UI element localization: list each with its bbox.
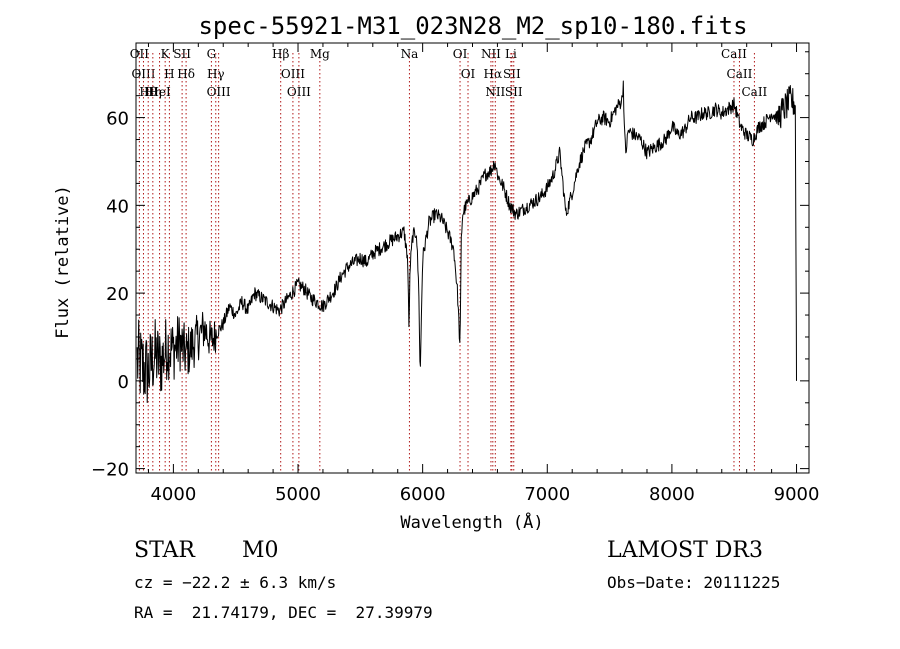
x-tick-label: 5000: [275, 484, 321, 505]
x-tick-label: 8000: [649, 484, 695, 505]
line-marker-label: OIII: [207, 85, 231, 99]
line-marker-label: CaII: [721, 47, 747, 61]
line-marker-label: OIII: [281, 67, 305, 81]
chart-title: spec-55921-M31_023N28_M2_sp10-180.fits: [198, 12, 747, 40]
line-marker-label: Hβ: [272, 47, 289, 61]
line-marker-label: OI: [453, 47, 468, 61]
x-tick-label: 9000: [774, 484, 820, 505]
line-marker-label: SII: [173, 47, 191, 61]
y-axis: −20 0 20 40 60: [91, 51, 809, 481]
spectrum-line: [136, 80, 797, 403]
line-marker-label: Li: [505, 47, 517, 61]
x-tick-label: 6000: [400, 484, 446, 505]
y-tick-label: 0: [118, 372, 129, 393]
line-marker-label: NII: [481, 47, 501, 61]
line-marker-label: G: [207, 47, 217, 61]
y-tick-label: 60: [106, 109, 129, 130]
line-marker-label: Hδ: [177, 67, 195, 81]
y-tick-label: 20: [106, 284, 129, 305]
line-marker-label: NII: [485, 85, 505, 99]
line-marker-label: H: [164, 67, 174, 81]
survey-name: LAMOST DR3: [607, 538, 763, 563]
line-marker-label: CaII: [727, 67, 753, 81]
line-marker-label: Hθ: [139, 85, 157, 99]
line-marker-label: OIII: [131, 67, 155, 81]
x-tick-label: 7000: [524, 484, 570, 505]
line-marker-label: OI: [461, 67, 476, 81]
observation-date: Obs−Date: 20111225: [607, 573, 781, 592]
ra-dec-coordinates: RA = 21.74179, DEC = 27.39979: [134, 603, 433, 622]
redshift-velocity: cz = −22.2 ± 6.3 km/s: [134, 573, 337, 592]
y-axis-label: Flux (relative): [53, 185, 73, 339]
x-tick-label: 4000: [150, 484, 196, 505]
plot-area: [136, 80, 797, 403]
line-marker-label: SII: [505, 85, 523, 99]
line-marker-label: Hη: [144, 85, 162, 99]
line-marker-label: Na: [401, 47, 419, 61]
line-marker-label: SII: [503, 67, 521, 81]
line-marker-label: Hγ: [207, 67, 225, 81]
line-marker-label: OII: [130, 47, 150, 61]
object-class: STAR: [134, 538, 195, 563]
line-marker-label: HeI: [148, 85, 171, 99]
y-tick-label: 40: [106, 196, 129, 217]
line-marker-label: OIII: [287, 85, 311, 99]
line-marker-label: K: [161, 47, 171, 61]
line-marker-label: Hα: [484, 67, 503, 81]
object-subclass: M0: [242, 538, 279, 563]
y-tick-label: −20: [91, 460, 129, 481]
line-marker-label: CaII: [741, 85, 767, 99]
x-axis-label: Wavelength (Å): [400, 511, 543, 533]
x-axis: 4000 5000 6000 7000 8000 9000: [147, 43, 820, 505]
line-marker-label: Mg: [310, 47, 330, 61]
